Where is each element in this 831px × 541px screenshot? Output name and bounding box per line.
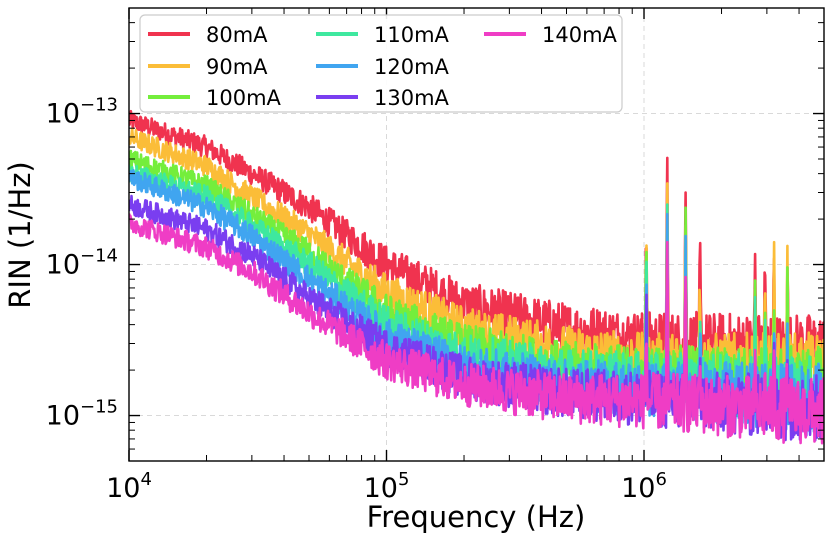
series-80mA [129, 109, 824, 381]
plot-frame [128, 7, 825, 462]
x-tick-label-0: 104 [106, 469, 152, 504]
series-layer [129, 109, 824, 445]
y-tick-label-0: 10−15 [46, 397, 118, 432]
legend-label-130mA: 130mA [374, 86, 450, 110]
series-100mA [129, 149, 824, 417]
legend-label-120mA: 120mA [374, 55, 450, 79]
legend-label-100mA: 100mA [206, 86, 282, 110]
legend-label-140mA: 140mA [542, 23, 618, 47]
series-140mA [129, 213, 824, 445]
tick-labels: 104 105 106 10−15 10−14 10−13 [46, 95, 667, 504]
legend: 80mA 90mA 100mA 110mA 120mA 130mA 140mA [139, 14, 623, 113]
x-tick-label-2: 106 [621, 469, 667, 504]
legend-label-110mA: 110mA [374, 23, 450, 47]
y-tick-label-2: 10−13 [46, 95, 118, 130]
y-tick-label-1: 10−14 [46, 246, 118, 281]
x-axis-label: Frequency (Hz) [367, 500, 586, 534]
y-axis-label: RIN (1/Hz) [3, 161, 37, 309]
legend-label-80mA: 80mA [206, 23, 268, 47]
legend-box [139, 14, 623, 113]
x-tick-label-1: 105 [364, 469, 410, 504]
axis-ticks [128, 7, 825, 462]
legend-label-90mA: 90mA [206, 55, 268, 79]
